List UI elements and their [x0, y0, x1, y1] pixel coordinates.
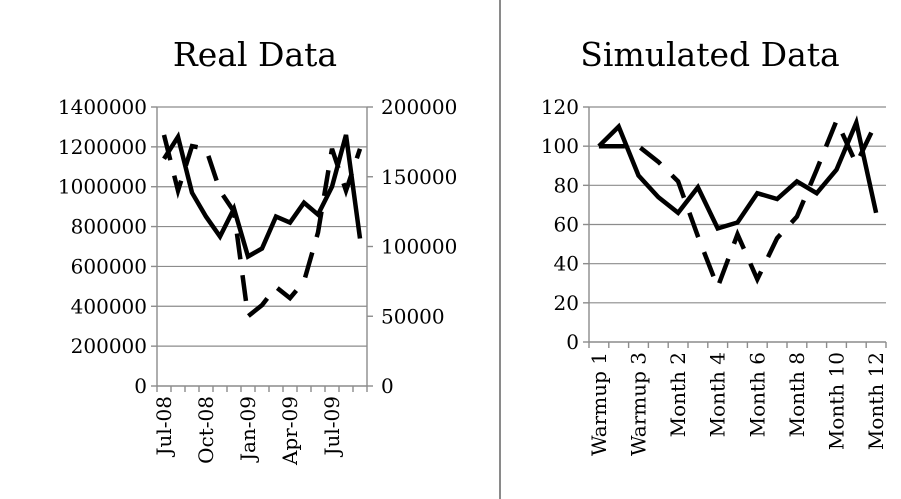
x-tick-label: Month 6	[745, 352, 769, 437]
solid-series-line	[162, 131, 363, 260]
y2-tick-label: 0	[381, 374, 394, 398]
y2-tick-label: 150000	[381, 165, 457, 189]
y2-tick-label: 50000	[381, 304, 445, 328]
y-tick-label: 120	[541, 95, 579, 119]
y-tick-label: 20	[554, 291, 579, 315]
y-tick-label: 0	[134, 374, 147, 398]
x-tick-label: Month 8	[785, 352, 809, 437]
dashed-series-line	[598, 115, 879, 294]
real-data-chart: Real Data 0 200000 400000 600000 800000 10000…	[58, 35, 457, 466]
x-tick-label: Month 2	[666, 352, 690, 437]
chart-title: Real Data	[173, 35, 337, 74]
x-tick-label: Warmup 3	[627, 352, 651, 456]
y-tick-label: 40	[554, 252, 579, 276]
x-tick-label: Jan-09	[236, 396, 260, 463]
simulated-data-chart: Simulated Data 0 20 40 60 80 100 120 Warmup 1 Wa…	[541, 35, 888, 456]
y-tick-label: 1400000	[58, 95, 147, 119]
y2-tick-label: 200000	[381, 95, 457, 119]
y-tick-label: 800000	[71, 215, 147, 239]
y-tick-label: 400000	[71, 294, 147, 318]
x-tick-label: Warmup 1	[587, 352, 611, 456]
y-tick-label: 100	[541, 134, 579, 158]
y-tick-label: 1000000	[58, 175, 147, 199]
simulated-data-panel: Simulated Data 0 20 40 60 80 100 120 Warmup 1 Wa…	[501, 0, 901, 499]
chart-title: Simulated Data	[580, 35, 839, 74]
y-tick-label: 0	[566, 330, 579, 354]
x-tick-label: Month 10	[825, 352, 849, 450]
solid-series-line	[597, 115, 879, 232]
y-tick-label: 1200000	[58, 135, 147, 159]
y-tick-label: 80	[554, 173, 579, 197]
panel-divider	[499, 0, 502, 499]
x-tick-label: Jul-09	[320, 396, 344, 458]
y2-tick-label: 100000	[381, 235, 457, 259]
x-tick-label: Jul-08	[152, 396, 176, 458]
real-data-panel: Real Data 0 200000 400000 600000 800000 10000…	[57, 35, 458, 467]
x-tick-label: Month 4	[706, 352, 730, 437]
x-tick-label: Oct-08	[194, 396, 218, 464]
x-tick-label: Month 12	[864, 352, 888, 450]
x-tick-label: Apr-09	[278, 396, 302, 466]
y-tick-label: 600000	[71, 254, 147, 278]
dashed-series-line	[161, 134, 363, 321]
y-tick-label: 60	[554, 213, 579, 237]
y-tick-label: 200000	[71, 334, 147, 358]
